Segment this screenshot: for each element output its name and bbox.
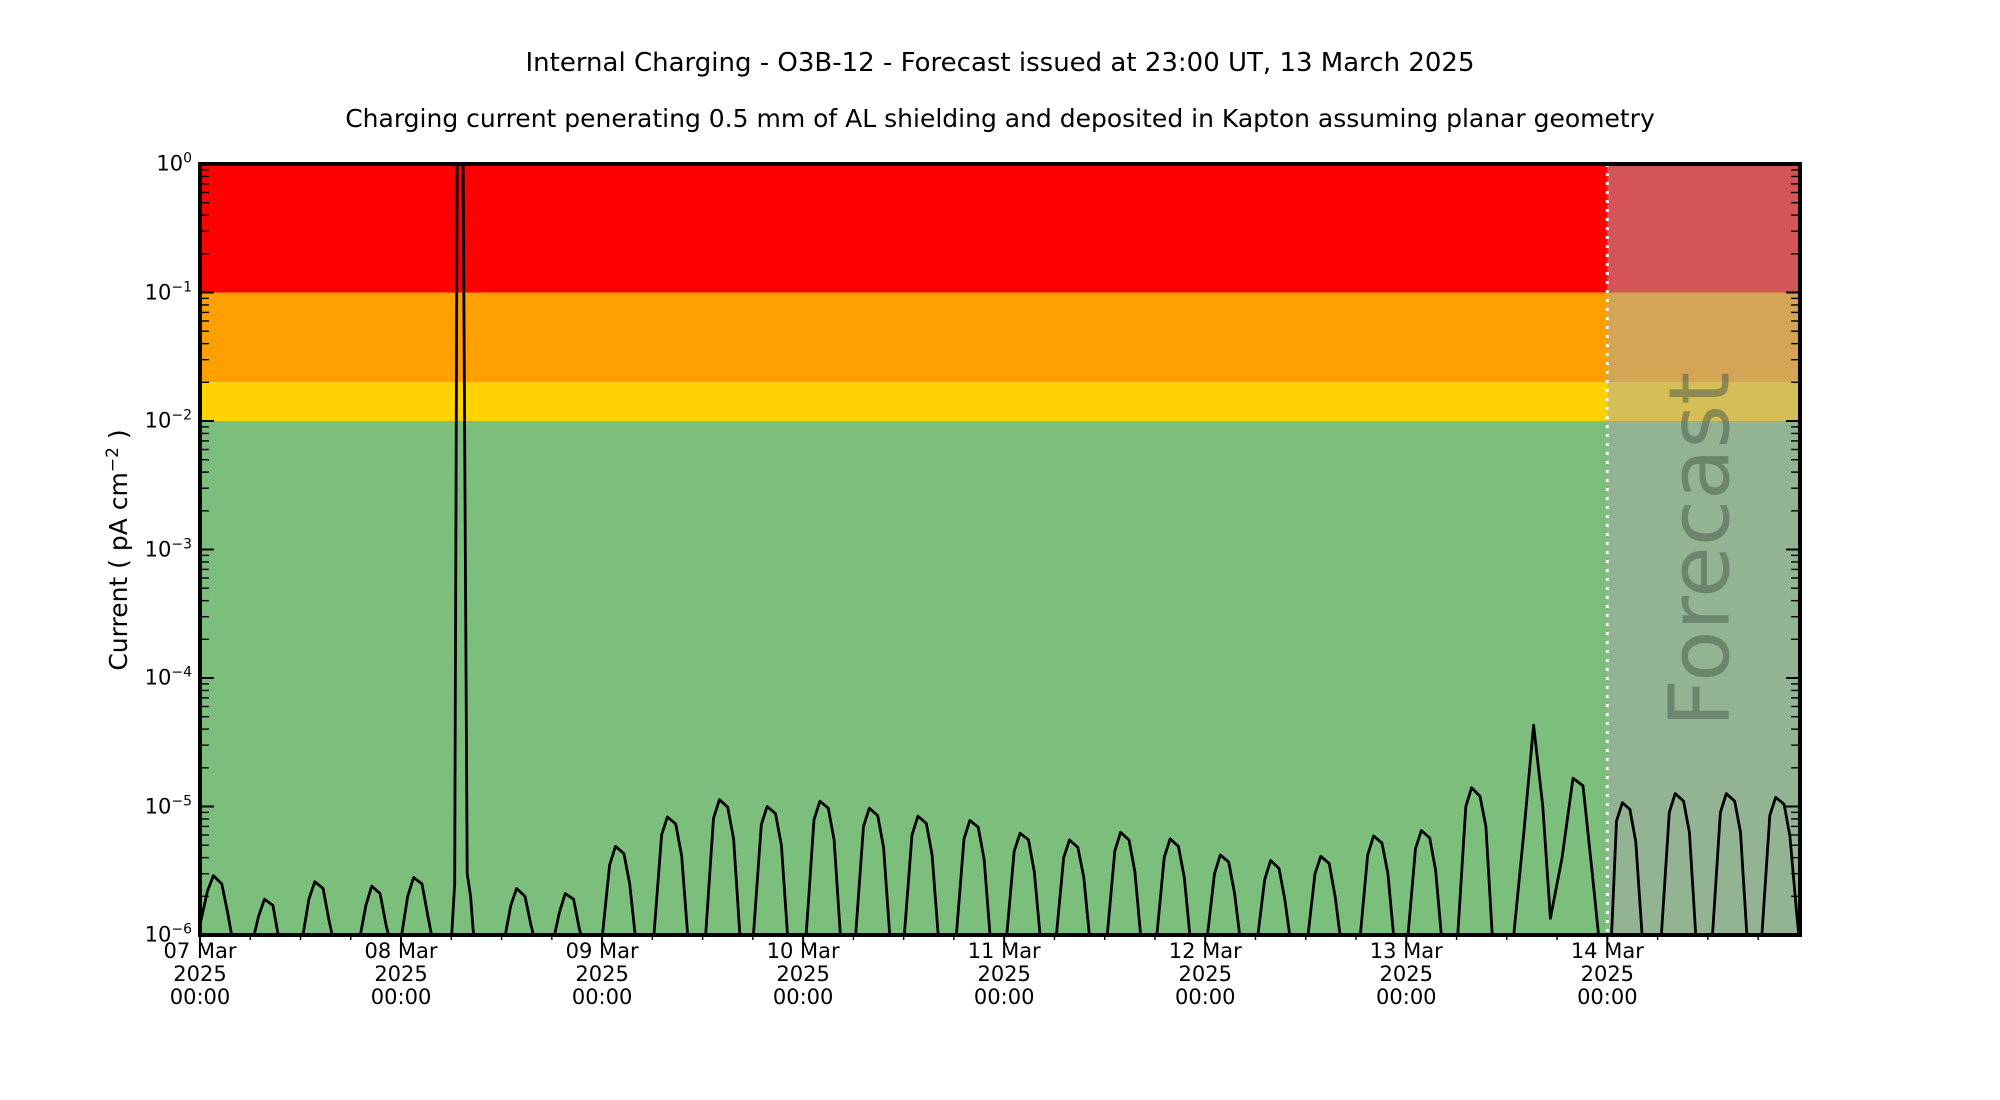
band-nominal-green <box>200 421 1800 935</box>
band-caution-yellow <box>200 382 1800 421</box>
tick-marks <box>199 163 1798 944</box>
x-tick-label: 14 Mar 2025 00:00 <box>1570 939 1644 1009</box>
y-tick-label: 10−3 <box>144 535 192 561</box>
forecast-watermark-label: Forecast <box>1651 372 1749 727</box>
forecast-overlay <box>1607 164 1800 935</box>
x-tick-label: 10 Mar 2025 00:00 <box>766 939 840 1009</box>
y-tick-label: 10−6 <box>144 921 192 947</box>
x-tick-label: 12 Mar 2025 00:00 <box>1168 939 1242 1009</box>
plot-inner: Forecast <box>200 164 1800 935</box>
chart-title: Internal Charging - O3B-12 - Forecast is… <box>525 48 1475 78</box>
x-tick-label: 09 Mar 2025 00:00 <box>565 939 639 1009</box>
y-tick-label: 100 <box>156 150 192 176</box>
x-tick-label: 13 Mar 2025 00:00 <box>1369 939 1443 1009</box>
x-tick-label: 11 Mar 2025 00:00 <box>967 939 1041 1009</box>
y-tick-label: 10−4 <box>144 664 192 690</box>
band-alert-red <box>200 164 1800 293</box>
chart-subtitle: Charging current penerating 0.5 mm of AL… <box>345 104 1655 133</box>
x-tick-label: 07 Mar 2025 00:00 <box>163 939 237 1009</box>
y-tick-label: 10−1 <box>144 278 192 304</box>
series-charging-current <box>200 164 1800 935</box>
band-warning-orange <box>200 292 1800 383</box>
x-tick-label: 08 Mar 2025 00:00 <box>364 939 438 1009</box>
y-tick-label: 10−2 <box>144 407 192 433</box>
axes-spines <box>198 162 1802 937</box>
y-tick-label: 10−5 <box>144 792 192 818</box>
